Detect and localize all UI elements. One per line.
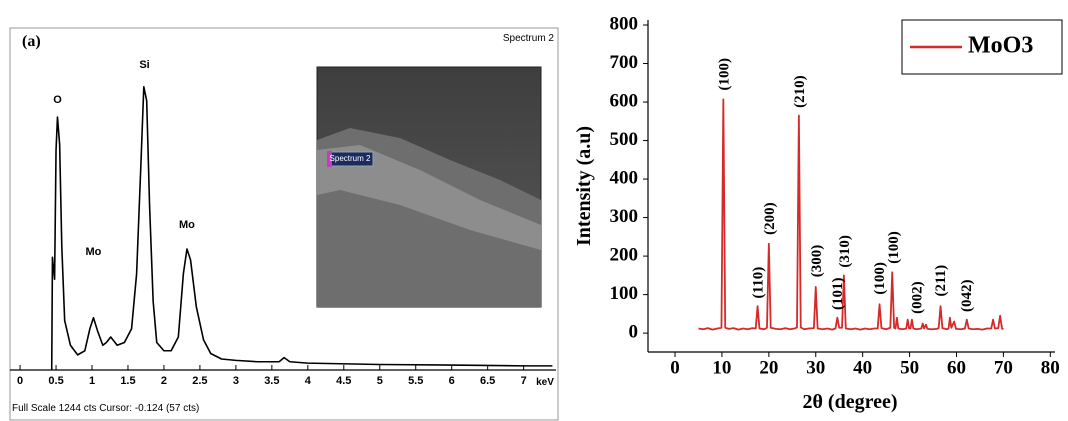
panel-label: (a) bbox=[22, 33, 41, 50]
peak-label: (200) bbox=[762, 202, 778, 235]
inset-label: Spectrum 2 bbox=[330, 154, 371, 163]
footer: Full Scale 1244 cts Cursor: -0.124 (57 c… bbox=[12, 403, 199, 414]
x-tick-label: 7 bbox=[521, 375, 527, 387]
y-tick-label: 300 bbox=[610, 206, 639, 227]
peak-label: (110) bbox=[751, 267, 767, 299]
y-tick-label: 100 bbox=[610, 283, 639, 304]
peak-label: Mo bbox=[86, 246, 102, 258]
x-tick-label: 0 bbox=[670, 357, 680, 378]
y-tick-label: 0 bbox=[629, 321, 639, 342]
peak-label: (300) bbox=[809, 245, 825, 278]
peak-label: (211) bbox=[933, 265, 949, 297]
peak-label: (101) bbox=[830, 278, 846, 311]
y-tick-label: 500 bbox=[610, 129, 639, 150]
peak-label: (210) bbox=[792, 75, 808, 108]
x-tick-label: 3 bbox=[233, 375, 239, 387]
peak-label: Si bbox=[139, 59, 149, 71]
data-line bbox=[698, 98, 1004, 331]
y-tick-label: 600 bbox=[610, 90, 639, 111]
x-tick-label: 0.5 bbox=[48, 375, 63, 387]
x-tick-label: 1 bbox=[89, 375, 95, 387]
x-tick-label: 3.5 bbox=[264, 375, 279, 387]
x-tick-label: 6 bbox=[449, 375, 455, 387]
x-tick-label: 1.5 bbox=[120, 375, 135, 387]
sem-inset bbox=[316, 66, 542, 308]
peak-label: (100) bbox=[886, 231, 902, 264]
x-tick-label: 50 bbox=[900, 357, 919, 378]
x-tick-label: 2.5 bbox=[192, 375, 207, 387]
peak-label: O bbox=[53, 94, 62, 106]
y-tick-label: 200 bbox=[610, 244, 639, 265]
x-tick-label: 4.5 bbox=[336, 375, 351, 387]
x-tick-label: 4 bbox=[305, 375, 312, 387]
y-axis-label: Intensity (a.u) bbox=[573, 126, 595, 246]
x-tick-label: 30 bbox=[806, 357, 825, 378]
y-tick-label: 700 bbox=[610, 52, 639, 73]
inset-marker bbox=[327, 151, 332, 167]
x-tick-label: 20 bbox=[759, 357, 778, 378]
legend-label: MoO3 bbox=[968, 33, 1033, 59]
x-tick-label: 60 bbox=[947, 357, 966, 378]
x-tick-label: 80 bbox=[1041, 357, 1060, 378]
x-axis-label: 2θ (degree) bbox=[802, 391, 897, 413]
x-tick-label: 0 bbox=[17, 375, 23, 387]
x-tick-label: 10 bbox=[712, 357, 731, 378]
peak-label: Mo bbox=[179, 219, 195, 231]
data-line bbox=[50, 86, 553, 371]
spectrum-label: Spectrum 2 bbox=[503, 33, 555, 44]
x-tick-label: 5 bbox=[377, 375, 383, 387]
y-tick-label: 400 bbox=[610, 167, 639, 188]
peak-label: (002) bbox=[910, 281, 926, 314]
peak-label: (100) bbox=[872, 262, 888, 295]
panel-frame bbox=[9, 27, 559, 421]
peak-label: (042) bbox=[959, 279, 975, 312]
y-tick-label: 800 bbox=[610, 13, 639, 34]
x-axis-label: keV bbox=[536, 377, 554, 388]
x-tick-label: 2 bbox=[161, 375, 167, 387]
peak-label: (310) bbox=[837, 235, 853, 268]
x-tick-label: 6.5 bbox=[480, 375, 495, 387]
x-tick-label: 70 bbox=[994, 357, 1013, 378]
sem-texture bbox=[317, 145, 541, 250]
peak-label: (100) bbox=[716, 58, 732, 91]
x-tick-label: 40 bbox=[853, 357, 872, 378]
x-tick-label: 5.5 bbox=[408, 375, 423, 387]
